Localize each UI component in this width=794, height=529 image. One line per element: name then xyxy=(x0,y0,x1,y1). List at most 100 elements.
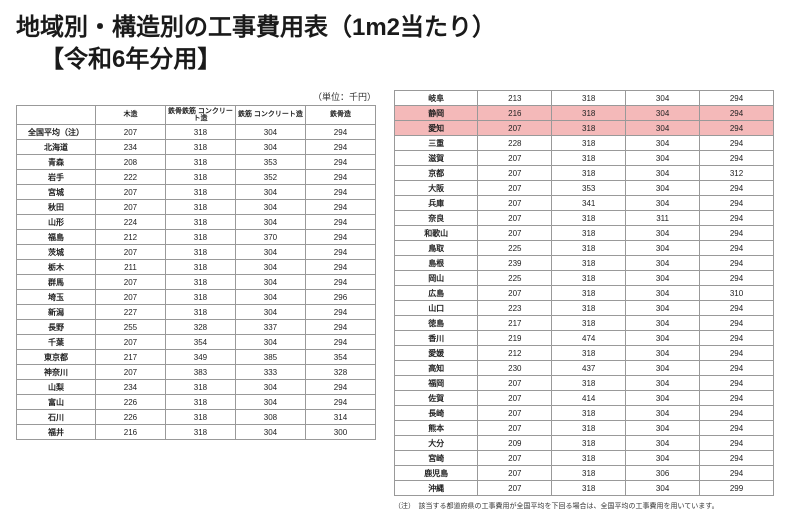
title-line-2: 【令和6年分用】 xyxy=(40,44,778,76)
value-cell: 304 xyxy=(626,376,700,391)
value-cell: 294 xyxy=(700,226,774,241)
value-cell: 224 xyxy=(95,215,165,230)
value-cell: 294 xyxy=(305,200,375,215)
value-cell: 318 xyxy=(552,241,626,256)
value-cell: 207 xyxy=(478,421,552,436)
value-cell: 318 xyxy=(552,316,626,331)
value-cell: 294 xyxy=(700,316,774,331)
region-cell: 東京都 xyxy=(17,350,96,365)
value-cell: 219 xyxy=(478,331,552,346)
value-cell: 318 xyxy=(165,125,235,140)
table-row: 大阪207353304294 xyxy=(395,181,774,196)
value-cell: 207 xyxy=(478,391,552,406)
value-cell: 294 xyxy=(305,230,375,245)
right-table: 岐阜213318304294静岡216318304294愛知2073183042… xyxy=(394,90,774,496)
value-cell: 328 xyxy=(305,365,375,380)
value-cell: 294 xyxy=(700,256,774,271)
region-cell: 静岡 xyxy=(395,106,478,121)
value-cell: 304 xyxy=(235,380,305,395)
table-row: 福岡207318304294 xyxy=(395,376,774,391)
region-cell: 山梨 xyxy=(17,380,96,395)
value-cell: 318 xyxy=(552,271,626,286)
value-cell: 304 xyxy=(626,226,700,241)
header-wood: 木造 xyxy=(95,106,165,125)
region-cell: 鹿児島 xyxy=(395,466,478,481)
value-cell: 226 xyxy=(95,395,165,410)
table-row: 石川226318308314 xyxy=(17,410,376,425)
value-cell: 304 xyxy=(626,361,700,376)
value-cell: 207 xyxy=(95,125,165,140)
value-cell: 227 xyxy=(95,305,165,320)
value-cell: 318 xyxy=(165,410,235,425)
region-cell: 岩手 xyxy=(17,170,96,185)
value-cell: 294 xyxy=(700,196,774,211)
value-cell: 230 xyxy=(478,361,552,376)
region-cell: 愛媛 xyxy=(395,346,478,361)
value-cell: 328 xyxy=(165,320,235,335)
value-cell: 304 xyxy=(626,406,700,421)
value-cell: 294 xyxy=(700,421,774,436)
value-cell: 294 xyxy=(700,466,774,481)
value-cell: 294 xyxy=(700,91,774,106)
region-cell: 三重 xyxy=(395,136,478,151)
region-cell: 奈良 xyxy=(395,211,478,226)
value-cell: 207 xyxy=(478,406,552,421)
region-cell: 島根 xyxy=(395,256,478,271)
value-cell: 299 xyxy=(700,481,774,496)
value-cell: 294 xyxy=(305,185,375,200)
value-cell: 318 xyxy=(552,91,626,106)
table-row: 山口223318304294 xyxy=(395,301,774,316)
unit-label: （単位：千円） xyxy=(16,90,376,103)
table-row: 長崎207318304294 xyxy=(395,406,774,421)
value-cell: 474 xyxy=(552,331,626,346)
region-cell: 山口 xyxy=(395,301,478,316)
value-cell: 310 xyxy=(700,286,774,301)
region-cell: 岡山 xyxy=(395,271,478,286)
region-cell: 秋田 xyxy=(17,200,96,215)
value-cell: 294 xyxy=(305,305,375,320)
value-cell: 304 xyxy=(235,425,305,440)
region-cell: 埼玉 xyxy=(17,290,96,305)
value-cell: 304 xyxy=(235,260,305,275)
table-row: 秋田207318304294 xyxy=(17,200,376,215)
value-cell: 294 xyxy=(305,140,375,155)
region-cell: 熊本 xyxy=(395,421,478,436)
value-cell: 234 xyxy=(95,380,165,395)
table-row: 広島207318304310 xyxy=(395,286,774,301)
region-cell: 福島 xyxy=(17,230,96,245)
value-cell: 354 xyxy=(305,350,375,365)
value-cell: 239 xyxy=(478,256,552,271)
value-cell: 352 xyxy=(235,170,305,185)
value-cell: 304 xyxy=(626,196,700,211)
value-cell: 211 xyxy=(95,260,165,275)
value-cell: 294 xyxy=(305,335,375,350)
tables-layout: （単位：千円） 木造 鉄骨鉄筋 コンクリート造 鉄筋 コンクリート造 鉄骨造 全… xyxy=(0,84,790,511)
value-cell: 304 xyxy=(626,316,700,331)
value-cell: 304 xyxy=(626,256,700,271)
region-cell: 全国平均（注） xyxy=(17,125,96,140)
region-cell: 沖縄 xyxy=(395,481,478,496)
region-cell: 茨城 xyxy=(17,245,96,260)
value-cell: 318 xyxy=(552,256,626,271)
table-row: 鹿児島207318306294 xyxy=(395,466,774,481)
value-cell: 294 xyxy=(305,275,375,290)
value-cell: 318 xyxy=(552,406,626,421)
value-cell: 294 xyxy=(700,136,774,151)
region-cell: 岐阜 xyxy=(395,91,478,106)
value-cell: 294 xyxy=(700,271,774,286)
value-cell: 294 xyxy=(305,245,375,260)
value-cell: 304 xyxy=(235,125,305,140)
value-cell: 207 xyxy=(478,121,552,136)
value-cell: 312 xyxy=(700,166,774,181)
region-cell: 宮崎 xyxy=(395,451,478,466)
table-row: 岩手222318352294 xyxy=(17,170,376,185)
value-cell: 385 xyxy=(235,350,305,365)
value-cell: 318 xyxy=(165,395,235,410)
table-row: 熊本207318304294 xyxy=(395,421,774,436)
value-cell: 294 xyxy=(305,260,375,275)
value-cell: 207 xyxy=(95,290,165,305)
value-cell: 437 xyxy=(552,361,626,376)
region-cell: 香川 xyxy=(395,331,478,346)
value-cell: 318 xyxy=(165,245,235,260)
value-cell: 383 xyxy=(165,365,235,380)
